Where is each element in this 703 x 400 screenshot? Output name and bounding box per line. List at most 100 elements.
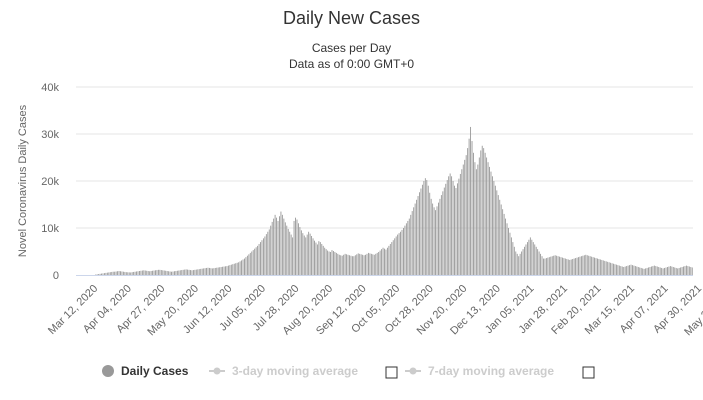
bar [624, 266, 626, 275]
bar [537, 249, 539, 275]
bar [405, 223, 407, 275]
bar [279, 216, 280, 275]
bar [302, 233, 304, 275]
bar [303, 235, 305, 275]
bar [582, 255, 584, 275]
bar [296, 219, 298, 275]
bar [338, 254, 340, 275]
y-tick-label: 0 [53, 270, 59, 282]
bar [187, 269, 189, 275]
bar [277, 220, 279, 275]
bar [648, 267, 649, 275]
bar [321, 243, 323, 275]
bar [473, 152, 474, 275]
bar [556, 255, 558, 275]
bar [430, 198, 432, 275]
bar [254, 248, 256, 275]
bar [671, 266, 673, 275]
bar [149, 271, 151, 275]
bar [653, 265, 655, 275]
bar [416, 199, 418, 275]
bar [344, 253, 346, 275]
bar [578, 257, 579, 275]
bar [343, 254, 345, 275]
bar [583, 255, 585, 275]
bar [335, 252, 337, 275]
bar [550, 256, 552, 275]
bar [662, 268, 664, 275]
bar [122, 271, 124, 275]
bar [681, 267, 683, 275]
bar [548, 257, 550, 275]
bar [213, 268, 215, 275]
y-tick-label: 20k [41, 176, 59, 188]
bar [490, 171, 492, 275]
bar [286, 225, 288, 275]
bar [217, 267, 219, 275]
bar [659, 267, 661, 275]
bar [105, 272, 107, 275]
bar [513, 246, 515, 275]
bar [176, 270, 178, 275]
bar [477, 164, 479, 275]
bar [560, 257, 562, 275]
legend-item-daily-cases[interactable]: Daily Cases [102, 364, 189, 378]
bar [518, 256, 520, 275]
bar [617, 265, 619, 275]
bar [230, 264, 232, 275]
bar [521, 251, 523, 275]
bar [101, 273, 102, 275]
legend-item-3-day-moving-average[interactable]: 3-day moving average [209, 364, 358, 378]
bar [569, 259, 571, 275]
bar [385, 249, 387, 275]
bar [604, 260, 606, 275]
bar [435, 210, 436, 275]
bar [623, 267, 625, 275]
bar [261, 240, 263, 275]
legend-checkbox-7-day[interactable] [582, 366, 595, 379]
bar [98, 274, 100, 275]
bar [175, 271, 177, 275]
bar [626, 266, 628, 275]
bar [395, 236, 397, 275]
bar [157, 269, 159, 275]
bar [497, 195, 499, 275]
bar [627, 265, 629, 275]
legend-label-7-day: 7-day moving average [428, 364, 554, 378]
bar [174, 271, 175, 275]
legend-checkbox-3-day[interactable] [385, 366, 398, 379]
bar [470, 126, 472, 275]
bar [362, 254, 364, 275]
bar [392, 240, 394, 275]
bar [621, 266, 623, 275]
bar [289, 231, 291, 275]
bar [108, 272, 110, 275]
bar [179, 270, 181, 275]
bar [688, 266, 690, 275]
legend-label-3-day: 3-day moving average [232, 364, 358, 378]
bar [153, 270, 155, 275]
bar [512, 242, 514, 275]
bar [478, 157, 480, 275]
bar [424, 178, 426, 275]
bar [454, 185, 455, 275]
bar [538, 251, 540, 275]
bar [144, 270, 146, 275]
bar [592, 257, 594, 275]
bar [262, 238, 264, 275]
bar [389, 243, 391, 275]
bar [327, 250, 329, 275]
bar [491, 176, 493, 275]
bar [496, 190, 498, 275]
bar [480, 150, 482, 275]
bar [96, 274, 98, 275]
bar [299, 227, 301, 275]
bar [308, 231, 310, 275]
bar [443, 187, 445, 275]
chart-subtitle-line2: Data as of 0:00 GMT+0 [289, 57, 414, 71]
bar [640, 267, 642, 275]
bar [642, 268, 644, 275]
bar [637, 267, 639, 275]
legend-item-7-day-moving-average[interactable]: 7-day moving average [405, 364, 554, 378]
bar [297, 223, 299, 275]
